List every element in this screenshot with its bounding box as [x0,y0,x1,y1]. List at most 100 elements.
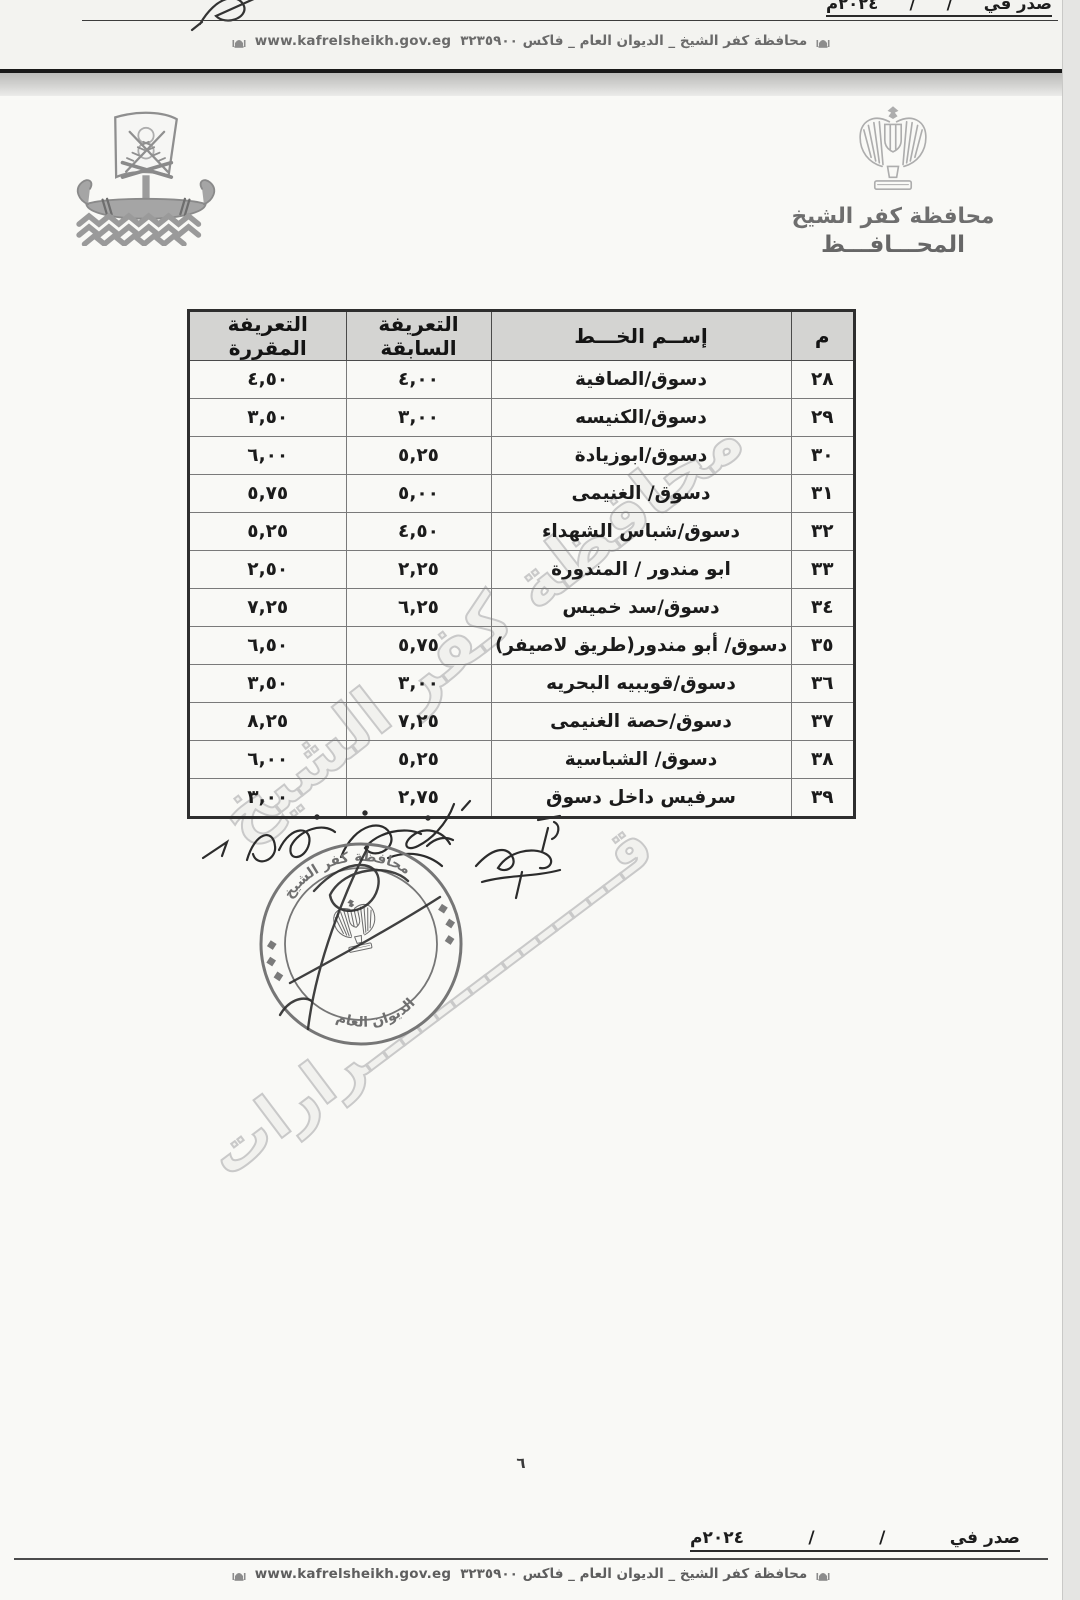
cell-previous-tariff: ٦,٢٥ [345,588,492,627]
cell-index: ٣٦ [790,664,855,703]
cell-index: ٣٢ [790,512,855,551]
cell-index: ٣٤ [790,588,855,627]
cell-line-name: دسوق/ الغنيمى [490,474,792,513]
contact-website: www.kafrelsheikh.gov.eg [254,1566,452,1582]
cell-line-name: دسوق/الصافية [490,360,792,399]
governorate-contact-line: محافظة كفر الشيخ _ الديوان العام _ فاكس … [0,1566,1062,1582]
cell-approved-tariff: ٦,٥٠ [188,626,347,665]
letterhead-governorate: محافظة كفر الشيخ [791,204,995,229]
cell-approved-tariff: ٥,٧٥ [188,474,347,513]
date-slash: / [946,0,953,13]
cell-index: ٣٨ [790,740,855,779]
cell-previous-tariff: ٣,٠٠ [345,664,492,703]
document-page: محافظة كفر الشيخ المحـــافـــظ محافظة كف… [0,96,1062,1600]
table-row: ٣٨ دسوق/ الشباسية ٥,٢٥ ٦,٠٠ [188,740,855,779]
stamp-signature-overlay [278,845,442,1031]
cell-previous-tariff: ٤,٥٠ [345,512,492,551]
col-header-line-name: إســم الخـــط [490,310,792,361]
table-header-row: م إســم الخـــط التعريفة السابقة التعريف… [188,310,855,361]
contact-arabic: محافظة كفر الشيخ _ الديوان العام _ فاكس … [460,33,808,49]
mosque-icon [816,39,830,48]
previous-page-fragment: صدر في / / ٢٠٢٤م محافظة كفر الشيخ _ الدي… [0,0,1062,73]
col-header-approved-tariff: التعريفة المقررة [188,310,347,361]
cell-approved-tariff: ٦,٠٠ [188,436,347,475]
cell-previous-tariff: ٥,٢٥ [345,740,492,779]
col-header-index: م [790,310,855,361]
cell-approved-tariff: ٤,٥٠ [188,360,347,399]
cell-approved-tariff: ٣,٥٠ [188,398,347,437]
kafr-elsheikh-boat-logo-icon [76,111,216,246]
page-number: ٦ [516,1454,526,1472]
table-row: ٣٢ دسوق/شباس الشهداء ٤,٥٠ ٥,٢٥ [188,512,855,551]
cell-previous-tariff: ٥,٢٥ [345,436,492,475]
letterhead: محافظة كفر الشيخ المحـــافـــظ [783,104,1003,258]
cell-line-name: دسوق/ أبو مندور(طريق لاصيفر) [490,626,792,665]
cell-approved-tariff: ٦,٠٠ [188,740,347,779]
mosque-icon [816,1572,830,1581]
cell-index: ٣٠ [790,436,855,475]
page-gap-band [0,73,1062,96]
letterhead-office: المحـــافـــظ [820,232,965,258]
cell-index: ٣١ [790,474,855,513]
mosque-icon [232,39,246,48]
date-slash: / [879,1528,886,1548]
cell-index: ٢٨ [790,360,855,399]
table-row: ٣٣ ابو مندور / المندورة ٢,٢٥ ٢,٥٠ [188,550,855,589]
cell-previous-tariff: ٥,٠٠ [345,474,492,513]
tariff-table-body: ٢٨ دسوق/الصافية ٤,٠٠ ٤,٥٠ ٢٩ دسوق/الكنيسه ٣,٠٠… [188,360,855,817]
contact-arabic: محافظة كفر الشيخ _ الديوان العام _ فاكس … [460,1566,808,1582]
cell-line-name: ابو مندور / المندورة [490,550,792,589]
cell-approved-tariff: ٨,٢٥ [188,702,347,741]
issued-label: صدر في [983,0,1052,13]
cell-previous-tariff: ٣,٠٠ [345,398,492,437]
egypt-eagle-emblem-icon [859,105,927,190]
handwritten-signature-left [201,810,455,863]
divider-line [14,1558,1048,1560]
mosque-icon [232,1572,246,1581]
stamp-decoration [266,903,456,982]
cell-approved-tariff: ٥,٢٥ [188,512,347,551]
divider-line [82,20,1058,21]
cell-approved-tariff: ٣,٥٠ [188,664,347,703]
cell-previous-tariff: ٤,٠٠ [345,360,492,399]
table-row: ٣٤ دسوق/سد خميس ٦,٢٥ ٧,٢٥ [188,588,855,627]
cell-approved-tariff: ٣,٠٠ [188,778,347,817]
tariff-table: م إســم الخـــط التعريفة السابقة التعريف… [187,309,856,819]
cell-index: ٣٧ [790,702,855,741]
table-row: ٣٠ دسوق/ابوزيادة ٥,٢٥ ٦,٠٠ [188,436,855,475]
cell-previous-tariff: ٥,٧٥ [345,626,492,665]
cell-approved-tariff: ٧,٢٥ [188,588,347,627]
handwritten-signature-right [474,814,562,900]
cell-previous-tariff: ٢,٧٥ [345,778,492,817]
cell-previous-tariff: ٢,٢٥ [345,550,492,589]
cell-index: ٣٣ [790,550,855,589]
page-edge-line [0,69,1062,73]
issued-date-line: صدر في / / ٢٠٢٤م [826,0,1052,17]
cell-index: ٣٥ [790,626,855,665]
cell-line-name: سرفيس داخل دسوق [490,778,792,817]
cell-line-name: دسوق/سد خميس [490,588,792,627]
issued-year: ٢٠٢٤م [826,0,879,13]
table-row: ٢٩ دسوق/الكنيسه ٣,٠٠ ٣,٥٠ [188,398,855,437]
cell-index: ٢٩ [790,398,855,437]
viewer-right-gutter [1062,0,1080,1600]
cell-line-name: دسوق/ابوزيادة [490,436,792,475]
handwritten-signature-middle [386,799,472,868]
table-row: ٣٩ سرفيس داخل دسوق ٢,٧٥ ٣,٠٠ [188,778,855,817]
cell-line-name: دسوق/قويبيه البحريه [490,664,792,703]
issued-date-line: صدر في / / ٢٠٢٤م [690,1528,1020,1552]
date-slash: / [808,1528,815,1548]
table-row: ٣٦ دسوق/قويبيه البحريه ٣,٠٠ ٣,٥٠ [188,664,855,703]
col-header-previous-tariff: التعريفة السابقة [345,310,492,361]
table-row: ٣١ دسوق/ الغنيمى ٥,٠٠ ٥,٧٥ [188,474,855,513]
cell-line-name: دسوق/شباس الشهداء [490,512,792,551]
contact-website: www.kafrelsheikh.gov.eg [254,33,452,49]
issued-year: ٢٠٢٤م [690,1528,744,1548]
cell-line-name: دسوق/الكنيسه [490,398,792,437]
cell-line-name: دسوق/ الشباسية [490,740,792,779]
cell-line-name: دسوق/حصة الغنيمى [490,702,792,741]
date-slash: / [909,0,916,13]
cell-index: ٣٩ [790,778,855,817]
table-row: ٣٧ دسوق/حصة الغنيمى ٧,٢٥ ٨,٢٥ [188,702,855,741]
